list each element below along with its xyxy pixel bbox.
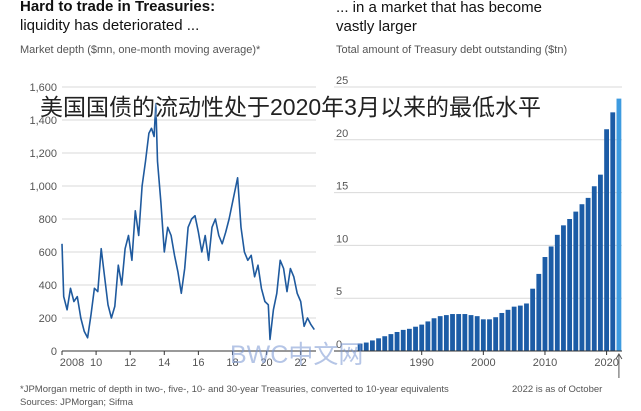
- bar-1993: [437, 316, 443, 351]
- bar-1980: [357, 343, 363, 351]
- bar-1981: [363, 342, 369, 351]
- y-tick-label: 10: [336, 233, 348, 245]
- y-tick-label: 1,400: [29, 115, 57, 127]
- bar-1987: [400, 329, 406, 351]
- bar-1990: [419, 324, 425, 351]
- bar-2014: [567, 219, 573, 351]
- watermark: BWC中文网: [230, 341, 364, 369]
- bar-1988: [406, 328, 412, 351]
- x-tick-label: 18: [226, 357, 238, 369]
- bar-2010: [542, 257, 548, 351]
- y-tick-label: 5: [336, 286, 342, 298]
- y-tick-label: 25: [336, 75, 348, 87]
- bar-1991: [425, 321, 431, 351]
- y-tick-label: 800: [39, 214, 57, 226]
- bar-2021: [610, 112, 616, 351]
- y-tick-label: 20: [336, 128, 348, 140]
- chinese-caption-overlay: 美国国债的流动性处于2020年3月以来的最低水平: [40, 94, 541, 120]
- bar-2000: [480, 319, 486, 351]
- x-tick-label: 2010: [533, 357, 557, 369]
- left-chart-description: Market depth ($mn, one-month moving aver…: [20, 44, 261, 56]
- bar-1998: [468, 315, 474, 351]
- bar-2011: [548, 246, 554, 351]
- x-tick-label: 1990: [409, 357, 433, 369]
- bar-2003: [499, 312, 505, 351]
- note-pointer-arrow: [615, 353, 623, 360]
- y-tick-label: 200: [39, 313, 57, 325]
- bar-1982: [370, 340, 375, 351]
- bar-2022: [616, 98, 622, 352]
- x-tick-label: 2008: [60, 357, 84, 369]
- y-tick-label: 1,000: [29, 181, 57, 193]
- bar-2013: [561, 225, 566, 351]
- x-tick-label: 10: [90, 357, 102, 369]
- bar-2018: [591, 186, 597, 351]
- x-tick-label: 20: [260, 357, 272, 369]
- right-chart-title-line1: ... in a market that has become: [336, 0, 542, 16]
- bar-2016: [579, 204, 585, 351]
- bar-1996: [456, 314, 462, 351]
- bar-2008: [530, 288, 536, 351]
- x-tick-label: 2000: [471, 357, 495, 369]
- y-tick-label: 1,200: [29, 148, 57, 160]
- x-tick-label: 14: [158, 357, 170, 369]
- y-tick-label: 0: [336, 339, 342, 351]
- bar-2019: [598, 174, 603, 351]
- bar-2009: [536, 273, 542, 351]
- left-chart-subtitle: liquidity has deteriorated ...: [20, 17, 200, 34]
- bar-2015: [573, 211, 579, 351]
- footnote: *JPMorgan metric of depth in two-, five-…: [20, 384, 449, 395]
- right-chart-title-line2: vastly larger: [336, 18, 417, 35]
- bar-2012: [554, 234, 560, 351]
- left-chart-title: Hard to trade in Treasuries:: [20, 0, 216, 15]
- bar-2020: [604, 129, 609, 351]
- sources: Sources: JPMorgan; Sifma: [20, 397, 133, 408]
- bar-2001: [487, 319, 492, 351]
- market-depth-line: [61, 102, 315, 341]
- bar-1994: [443, 315, 449, 351]
- bar-1997: [462, 314, 468, 351]
- x-tick-label: 12: [124, 357, 136, 369]
- bar-1985: [388, 334, 394, 351]
- bar-2004: [505, 309, 511, 351]
- bar-2017: [585, 197, 591, 351]
- bar-1995: [450, 314, 455, 351]
- bar-1989: [413, 326, 418, 351]
- bar-1983: [376, 338, 381, 351]
- y-tick-label: 400: [39, 280, 57, 292]
- y-tick-label: 0: [51, 346, 57, 358]
- bar-1999: [474, 316, 480, 351]
- right-chart-description: Total amount of Treasury debt outstandin…: [336, 44, 568, 56]
- bar-2007: [524, 303, 529, 351]
- bar-2002: [493, 317, 499, 351]
- bar-2006: [517, 305, 523, 351]
- y-tick-label: 600: [39, 247, 57, 259]
- x-tick-label: 2020: [594, 357, 618, 369]
- right-chart-note: 2022 is as of October: [512, 384, 603, 395]
- bar-1984: [382, 336, 388, 351]
- bar-2005: [511, 306, 517, 351]
- y-tick-label: 15: [336, 181, 348, 193]
- bar-1992: [431, 318, 437, 351]
- bar-1986: [394, 331, 400, 351]
- y-tick-label: 1,600: [29, 82, 57, 94]
- x-tick-label: 22: [295, 357, 307, 369]
- x-tick-label: 16: [192, 357, 204, 369]
